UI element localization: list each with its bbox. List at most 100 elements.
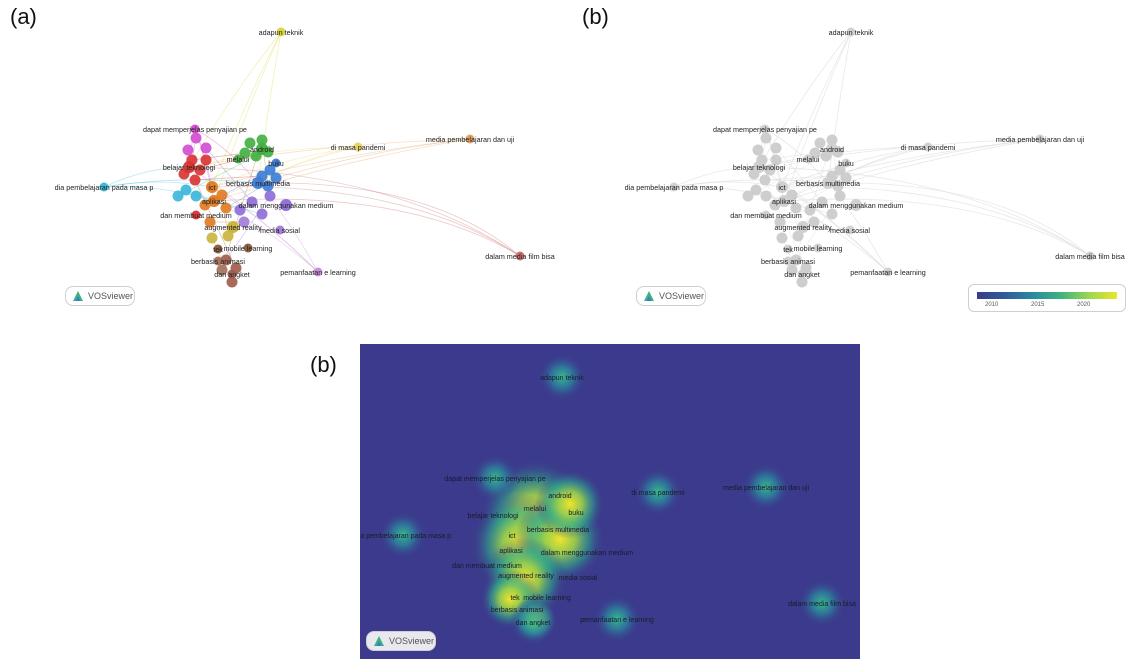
network-node bbox=[816, 196, 828, 208]
network-link bbox=[205, 147, 253, 203]
panel-label-a: (a) bbox=[10, 4, 37, 29]
term-node-belajar bbox=[753, 161, 765, 173]
term-label-aplikasi: aplikasi bbox=[772, 197, 796, 206]
vosviewer-label: VOSviewer bbox=[659, 291, 705, 301]
density-label-masa_p: dia pembelajaran pada masa p bbox=[360, 533, 451, 540]
term-node-augmented bbox=[227, 221, 239, 233]
term-node-buku bbox=[271, 158, 281, 168]
network-node bbox=[770, 154, 782, 166]
term-node-angket bbox=[227, 269, 237, 279]
term-label-film: dalam media film bisa bbox=[1055, 252, 1125, 261]
term-label-menggunakan: dalam menggunakan medium bbox=[809, 201, 904, 210]
vosviewer-icon bbox=[73, 291, 83, 301]
network-node bbox=[786, 264, 798, 276]
term-node-ict bbox=[206, 181, 218, 193]
term-label-multimedia: berbasis multimedia bbox=[226, 179, 290, 188]
term-label-android: android bbox=[820, 145, 844, 154]
term-node-film bbox=[1085, 251, 1095, 261]
density-label-sosial: media sosial bbox=[559, 575, 598, 582]
network-node bbox=[182, 144, 194, 156]
network-node bbox=[764, 164, 776, 176]
term-label-angket: dan angket bbox=[784, 270, 820, 279]
term-label-animasi: berbasis animasi bbox=[191, 257, 245, 266]
network-node bbox=[760, 132, 772, 144]
network-node bbox=[226, 276, 238, 288]
density-label-belajar: belajar teknologi bbox=[468, 513, 519, 520]
network-node bbox=[792, 230, 804, 242]
term-node-melalui bbox=[233, 154, 243, 164]
network-link bbox=[213, 31, 282, 202]
term-label-elearning: pemanfaatan e learning bbox=[280, 268, 356, 277]
network-node bbox=[264, 190, 276, 202]
network-link bbox=[257, 146, 359, 184]
network-node bbox=[220, 202, 232, 214]
term-node-adapun bbox=[846, 27, 856, 37]
density-label-menggunakan: dalam menggunakan medium bbox=[541, 550, 633, 557]
density-label-tek: tek bbox=[510, 595, 520, 602]
network-link bbox=[758, 138, 1041, 168]
density-label-adapun: adapun teknik bbox=[540, 375, 584, 382]
term-label-sosial: media sosial bbox=[830, 226, 870, 235]
term-label-film: dalam media film bisa bbox=[485, 252, 555, 261]
term-node-membuat bbox=[761, 210, 771, 220]
network-link bbox=[213, 198, 521, 257]
year-color-legend: 2010 2015 2020 bbox=[968, 284, 1126, 312]
term-label-ict: ict bbox=[778, 183, 785, 192]
density-label-pandemi: di masa pandemi bbox=[631, 490, 685, 497]
network-link bbox=[103, 179, 259, 188]
network-node bbox=[216, 264, 228, 276]
term-node-multimedia bbox=[822, 177, 834, 189]
network-node bbox=[204, 216, 216, 228]
term-label-buku: buku bbox=[838, 159, 854, 168]
network-link bbox=[257, 31, 282, 184]
density-spot-film bbox=[798, 579, 846, 627]
term-label-masa_p: dia pembelajaran pada masa p bbox=[625, 183, 724, 192]
network-node bbox=[769, 199, 781, 211]
term-label-masa_p: dia pembelajaran pada masa p bbox=[55, 183, 154, 192]
density-spot-elearning bbox=[593, 595, 641, 643]
vosviewer-icon bbox=[374, 636, 384, 646]
network-visualization: adapun teknik dapat memperjelas penyajian… bbox=[55, 27, 555, 288]
density-spot-media_uji bbox=[742, 463, 790, 511]
network-node bbox=[200, 142, 212, 154]
network-link bbox=[257, 182, 521, 257]
density-label-multimedia: berbasis multimedia bbox=[527, 527, 589, 534]
network-node bbox=[832, 180, 844, 192]
network-link bbox=[188, 166, 521, 257]
network-link bbox=[673, 186, 785, 202]
network-link bbox=[103, 166, 190, 188]
term-label-augmented: augmented reality bbox=[204, 223, 262, 232]
term-node-membuat bbox=[191, 210, 201, 220]
network-node bbox=[239, 147, 251, 159]
network-link bbox=[211, 31, 282, 188]
network-link bbox=[758, 166, 889, 273]
term-node-aplikasi bbox=[778, 195, 790, 207]
network-link bbox=[781, 31, 852, 188]
term-label-buku: buku bbox=[268, 159, 284, 168]
legend-tick: 2010 bbox=[985, 302, 999, 308]
network-node bbox=[840, 172, 852, 184]
network-link bbox=[783, 198, 1091, 257]
density-label-media_uji: media pembelajaran dan uji bbox=[723, 485, 809, 492]
density-label-mobile: mobile learning bbox=[523, 595, 571, 602]
network-link bbox=[827, 138, 1041, 184]
legend-tick: 2015 bbox=[1031, 302, 1045, 308]
network-link bbox=[795, 195, 841, 261]
network-node bbox=[759, 174, 771, 186]
network-node bbox=[790, 254, 802, 266]
network-node bbox=[194, 164, 206, 176]
density-label-animasi: berbasis animasi bbox=[491, 607, 544, 614]
year-color-bar bbox=[977, 292, 1117, 299]
network-node bbox=[206, 232, 218, 244]
vosviewer-icon bbox=[644, 291, 654, 301]
network-node bbox=[200, 154, 212, 166]
term-node-pandemi bbox=[353, 142, 363, 152]
term-node-sosial bbox=[845, 225, 855, 235]
network-node bbox=[172, 190, 184, 202]
network-node bbox=[270, 172, 282, 184]
network-link bbox=[213, 138, 471, 202]
network-link bbox=[211, 146, 359, 188]
network-link bbox=[188, 166, 319, 273]
term-node-sosial bbox=[275, 225, 285, 235]
network-link bbox=[673, 179, 829, 188]
